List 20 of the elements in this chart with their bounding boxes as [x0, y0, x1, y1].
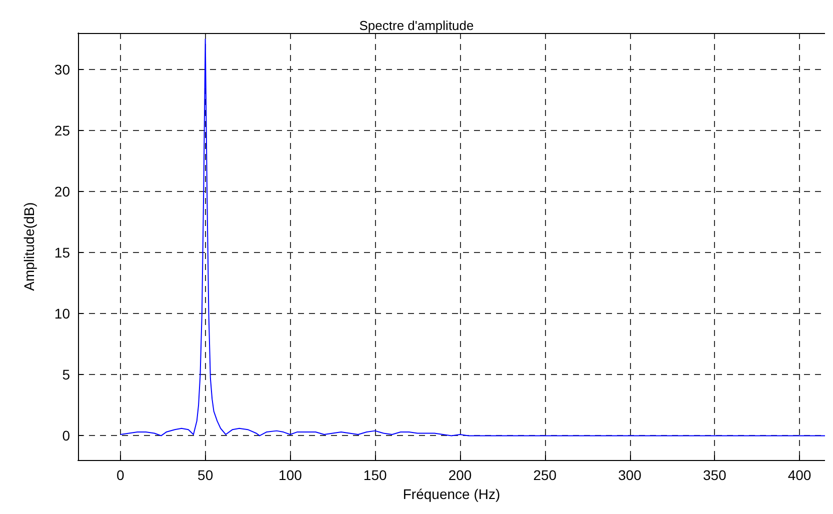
y-tick-label: 5: [62, 366, 70, 383]
x-tick-label: 350: [702, 467, 727, 484]
x-tick-label: 150: [363, 467, 387, 484]
x-axis-title: Fréquence (Hz): [402, 486, 500, 502]
y-tick-label: 15: [54, 244, 70, 261]
y-tick-label: 10: [54, 306, 70, 322]
x-tick-label: 300: [618, 467, 642, 484]
y-tick-label: 25: [54, 122, 70, 139]
x-tick-label: 400: [788, 467, 812, 484]
y-tick-label: 20: [54, 184, 70, 200]
x-tick-label: 200: [448, 467, 472, 484]
y-axis-title: Amplitude(dB): [21, 202, 37, 291]
x-tick-label: 50: [198, 467, 214, 484]
line-series: [120, 38, 825, 436]
x-tick-label: 250: [533, 467, 557, 484]
x-tick-label: 0: [116, 467, 125, 484]
y-tick-label: 0: [62, 428, 70, 444]
y-tick-label: 30: [54, 62, 70, 78]
chart-title: Spectre d'amplitude: [359, 18, 474, 33]
x-tick-label: 100: [278, 467, 302, 484]
